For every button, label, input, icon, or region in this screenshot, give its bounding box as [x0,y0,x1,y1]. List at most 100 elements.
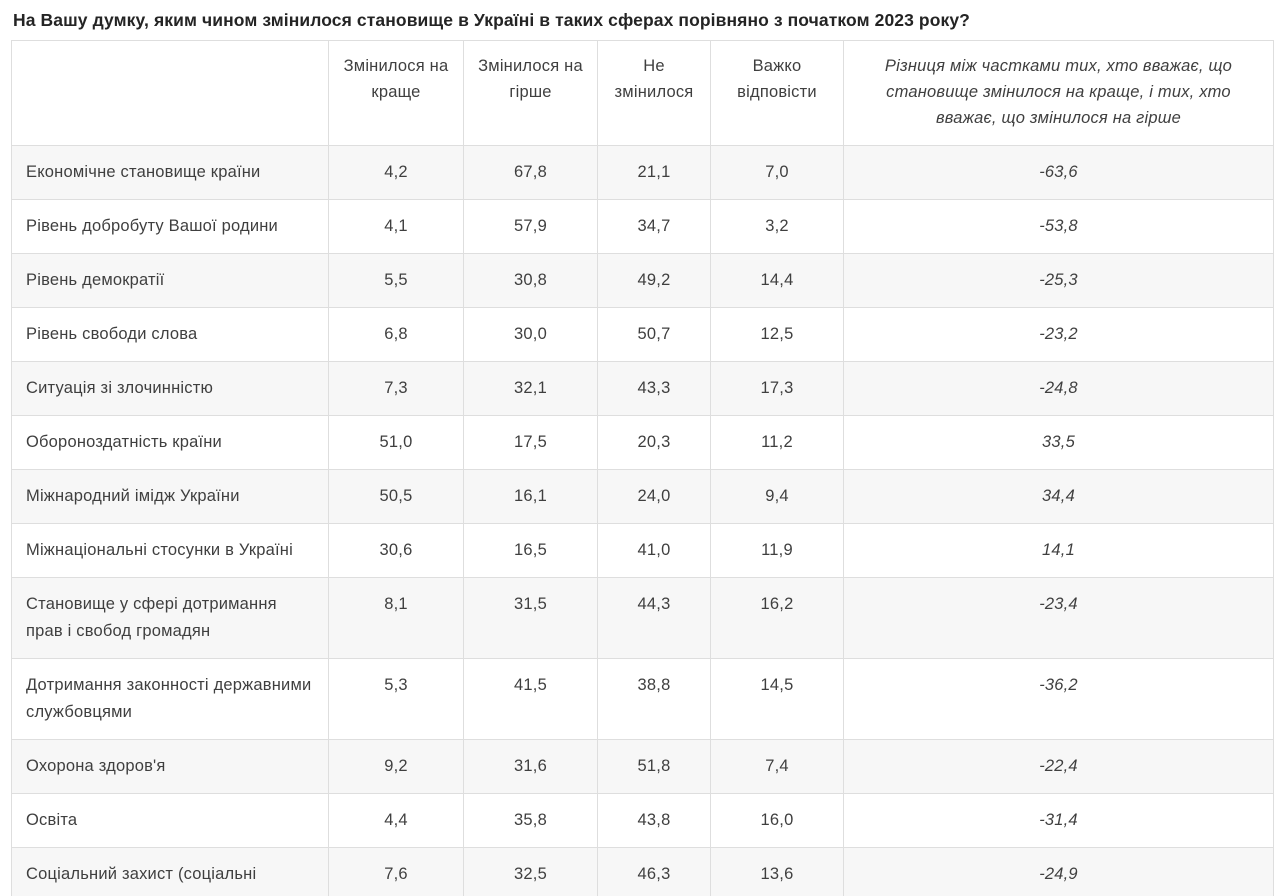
cell-value: 16,0 [710,793,844,848]
cell-value: 34,7 [597,199,711,254]
row-label: Обороноздатність країни [11,415,329,470]
cell-value: 30,8 [463,253,598,308]
cell-value: 4,2 [328,145,464,200]
row-label: Дотримання законності державними службов… [11,658,329,740]
page-title: На Вашу думку, яким чином змінилося стан… [13,10,970,30]
table-row: Економічне становище країни 4,2 67,8 21,1 7,… [11,145,1274,200]
cell-value: 7,3 [328,361,464,416]
difference-value: -24,9 [843,847,1274,896]
column-header-worse: Змінилося на гірше [463,40,598,146]
table-body: Економічне становище країни 4,2 67,8 21,1 7,… [11,145,1274,896]
difference-value: -36,2 [843,658,1274,740]
table-row: Міжнародний імідж України 50,5 16,1 24,0 9,4… [11,469,1274,524]
cell-value: 35,8 [463,793,598,848]
cell-value: 16,1 [463,469,598,524]
cell-value: 5,3 [328,658,464,740]
difference-value: 14,1 [843,523,1274,578]
difference-value: -63,6 [843,145,1274,200]
cell-value: 67,8 [463,145,598,200]
difference-value: -23,4 [843,577,1274,659]
table-row: Міжнаціональні стосунки в Україні 30,6 16,… [11,523,1274,578]
row-label: Економічне становище країни [11,145,329,200]
cell-value: 7,0 [710,145,844,200]
cell-value: 43,3 [597,361,711,416]
difference-value: -53,8 [843,199,1274,254]
table-row: Становище у сфері дотримання прав і своб… [11,577,1274,659]
cell-value: 32,1 [463,361,598,416]
cell-value: 4,4 [328,793,464,848]
column-header-unchanged: Не змінилося [597,40,711,146]
cell-value: 44,3 [597,577,711,659]
cell-value: 8,1 [328,577,464,659]
difference-value: -23,2 [843,307,1274,362]
cell-value: 50,7 [597,307,711,362]
survey-table: Змінилося на краще Змінилося на гірше Не… [11,40,1274,896]
cell-value: 41,0 [597,523,711,578]
row-label: Міжнародний імідж України [11,469,329,524]
cell-value: 12,5 [710,307,844,362]
cell-value: 24,0 [597,469,711,524]
cell-value: 5,5 [328,253,464,308]
cell-value: 30,0 [463,307,598,362]
header-row: Змінилося на краще Змінилося на гірше Не… [11,40,1274,146]
column-header-better: Змінилося на краще [328,40,464,146]
cell-value: 43,8 [597,793,711,848]
row-label: Рівень демократії [11,253,329,308]
cell-value: 7,6 [328,847,464,896]
cell-value: 57,9 [463,199,598,254]
cell-value: 11,9 [710,523,844,578]
cell-value: 31,6 [463,739,598,794]
row-label: Рівень добробуту Вашої родини [11,199,329,254]
cell-value: 16,5 [463,523,598,578]
table-row: Рівень добробуту Вашої родини 4,1 57,9 34,7… [11,199,1274,254]
cell-value: 49,2 [597,253,711,308]
cell-value: 38,8 [597,658,711,740]
cell-value: 3,2 [710,199,844,254]
row-label: Соціальний захист (соціальні [11,847,329,896]
row-label: Рівень свободи слова [11,307,329,362]
cell-value: 51,0 [328,415,464,470]
column-header-hard-to-answer: Важко відповісти [710,40,844,146]
table-row: Рівень свободи слова 6,8 30,0 50,7 12,5 -23,2 [11,307,1274,362]
cell-value: 16,2 [710,577,844,659]
table-row: Рівень демократії 5,5 30,8 49,2 14,4 -25,3 [11,253,1274,308]
row-label: Ситуація зі злочинністю [11,361,329,416]
difference-value: 33,5 [843,415,1274,470]
row-label: Міжнаціональні стосунки в Україні [11,523,329,578]
table-row: Освіта 4,4 35,8 43,8 16,0 -31,4 [11,793,1274,848]
table-row: Обороноздатність країни 51,0 17,5 20,3 11,2 3… [11,415,1274,470]
row-label: Освіта [11,793,329,848]
difference-value: -25,3 [843,253,1274,308]
difference-value: -24,8 [843,361,1274,416]
row-label: Становище у сфері дотримання прав і своб… [11,577,329,659]
difference-value: -31,4 [843,793,1274,848]
difference-value: 34,4 [843,469,1274,524]
difference-value: -22,4 [843,739,1274,794]
cell-value: 32,5 [463,847,598,896]
cell-value: 31,5 [463,577,598,659]
cell-value: 4,1 [328,199,464,254]
cell-value: 17,5 [463,415,598,470]
cell-value: 21,1 [597,145,711,200]
table-row: Охорона здоров'я 9,2 31,6 51,8 7,4 -22,4 [11,739,1274,794]
table-row: Ситуація зі злочинністю 7,3 32,1 43,3 17,3 -2… [11,361,1274,416]
cell-value: 14,5 [710,658,844,740]
cell-value: 50,5 [328,469,464,524]
cell-value: 9,4 [710,469,844,524]
cell-value: 17,3 [710,361,844,416]
cell-value: 14,4 [710,253,844,308]
column-header-empty [11,40,329,146]
cell-value: 6,8 [328,307,464,362]
cell-value: 41,5 [463,658,598,740]
row-label: Охорона здоров'я [11,739,329,794]
cell-value: 51,8 [597,739,711,794]
cell-value: 9,2 [328,739,464,794]
cell-value: 20,3 [597,415,711,470]
cell-value: 30,6 [328,523,464,578]
cell-value: 13,6 [710,847,844,896]
table-row: Дотримання законності державними службов… [11,658,1274,740]
cell-value: 11,2 [710,415,844,470]
column-header-difference: Різниця між частками тих, хто вважає, що… [843,40,1274,146]
cell-value: 7,4 [710,739,844,794]
table-row: Соціальний захист (соціальні 7,6 32,5 46,3 1… [11,847,1274,896]
